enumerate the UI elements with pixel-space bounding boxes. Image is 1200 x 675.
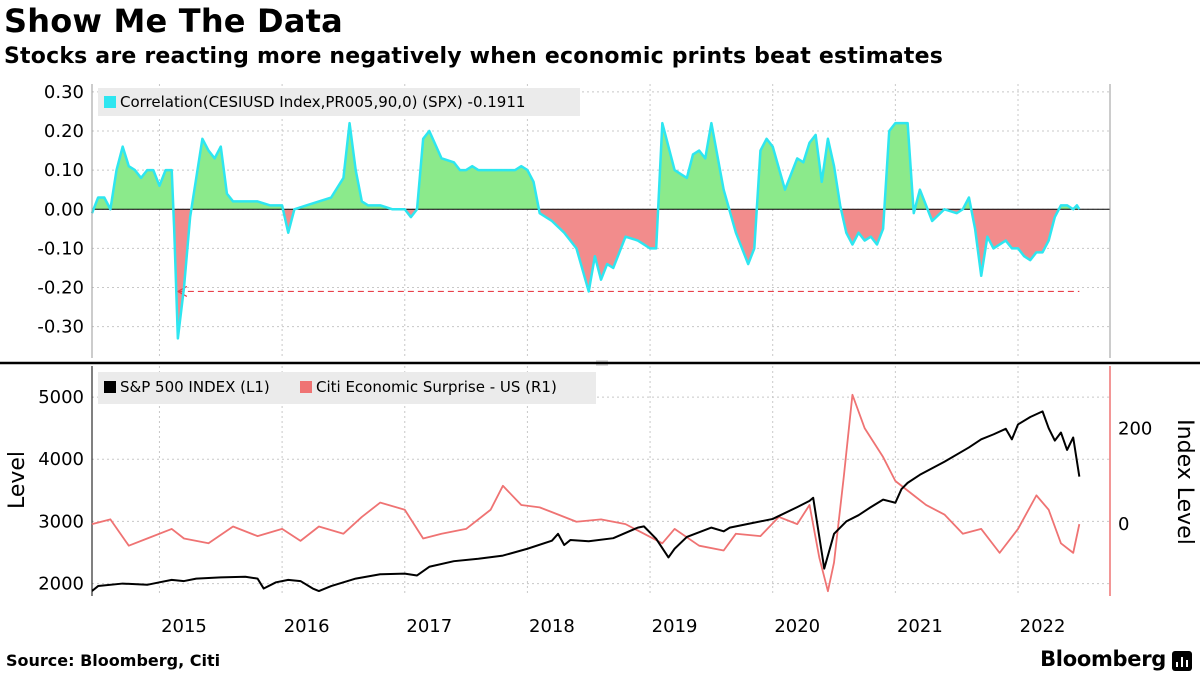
corr-y-tick-label: -0.20	[37, 278, 84, 299]
x-tick-label: 2017	[406, 616, 452, 637]
corr-positive-area	[92, 123, 1080, 210]
x-tick-label: 2015	[161, 616, 207, 637]
bottom-legend-box	[98, 372, 596, 404]
spx-line	[91, 410, 1081, 593]
level-y-tick-label: 4000	[38, 449, 84, 470]
x-tick-label: 2016	[284, 616, 330, 637]
x-tick-label: 2019	[652, 616, 698, 637]
left-axis-title: Level	[5, 451, 30, 509]
x-gridlines	[158, 84, 1019, 596]
spx-legend-label: S&P 500 INDEX (L1)	[120, 378, 270, 396]
bloomberg-logo: Bloomberg	[1040, 647, 1166, 671]
citi-legend-swatch	[300, 381, 312, 393]
corr-y-tick-label: 0.30	[44, 82, 84, 103]
corr-legend-swatch	[104, 96, 116, 108]
corr-negative-area	[92, 209, 1059, 339]
level-y-tick-label: 2000	[38, 574, 84, 595]
corr-legend-box	[98, 88, 580, 116]
spx-legend-swatch	[104, 381, 116, 393]
level-y-tick-label: 3000	[38, 511, 84, 532]
citi-surprise-line	[91, 393, 1081, 593]
corr-line	[90, 121, 1081, 340]
x-tick-label: 2018	[529, 616, 575, 637]
x-tick-label: 2021	[897, 616, 943, 637]
citi-legend-label: Citi Economic Surprise - US (R1)	[316, 378, 557, 396]
index-level-tick-label: 0	[1118, 514, 1129, 535]
corr-y-tick-label: -0.30	[37, 317, 84, 338]
right-axis-title: Index Level	[1172, 419, 1197, 545]
index-level-tick-label: 200	[1118, 418, 1152, 439]
bloomberg-terminal-icon	[1172, 651, 1192, 671]
corr-y-tick-label: 0.00	[44, 199, 84, 220]
chart-subtitle: Stocks are reacting more negatively when…	[4, 44, 944, 69]
x-tick-label: 2020	[774, 616, 820, 637]
level-y-tick-label: 5000	[38, 387, 84, 408]
chart-title: Show Me The Data	[4, 2, 343, 40]
corr-y-tick-label: -0.10	[37, 238, 84, 259]
source-note: Source: Bloomberg, Citi	[6, 651, 221, 670]
corr-y-tick-label: 0.10	[44, 160, 84, 181]
corr-y-tick-label: 0.20	[44, 121, 84, 142]
corr-legend-label: Correlation(CESIUSD Index,PR005,90,0) (S…	[120, 93, 525, 111]
x-tick-label: 2022	[1020, 616, 1066, 637]
